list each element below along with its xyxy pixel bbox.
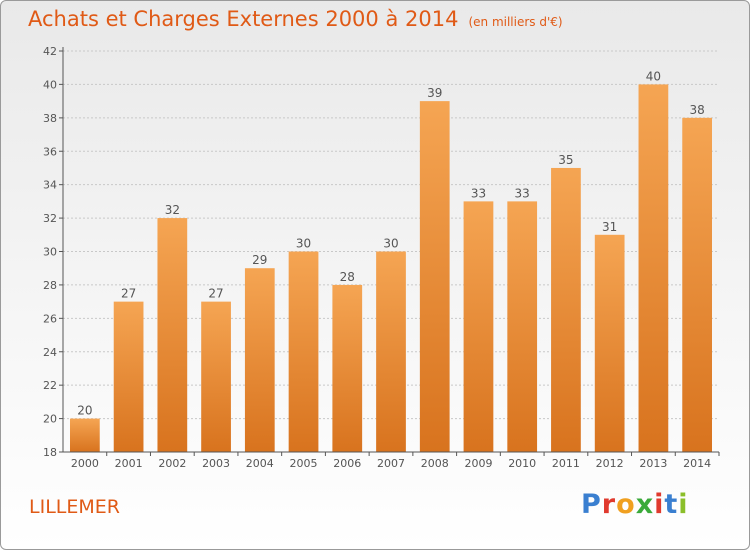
bar-2011 (551, 167, 581, 453)
x-tick-label: 2000 (71, 457, 99, 470)
bar-2012 (594, 234, 625, 452)
bar-2013 (638, 84, 669, 453)
bar-value-label: 30 (296, 237, 311, 251)
y-tick-label: 20 (43, 413, 57, 426)
x-tick-label: 2013 (639, 457, 667, 470)
bar-2005 (288, 251, 319, 452)
bar-2000 (69, 418, 100, 452)
bar-2002 (157, 218, 188, 452)
y-tick-label: 34 (43, 179, 57, 192)
bar-2010 (507, 201, 538, 452)
y-tick-label: 22 (43, 379, 57, 392)
logo-letter: i (678, 489, 689, 520)
bar-2008 (419, 101, 450, 452)
x-tick-label: 2011 (552, 457, 580, 470)
logo-letter: P (581, 489, 602, 520)
x-tick-label: 2008 (421, 457, 449, 470)
x-tick-label: 2014 (683, 457, 711, 470)
bar-value-label: 33 (471, 186, 486, 200)
x-tick-label: 2010 (508, 457, 536, 470)
y-tick-label: 32 (43, 212, 57, 225)
bar-value-label: 39 (427, 86, 442, 100)
x-tick-label: 2004 (246, 457, 274, 470)
y-tick-label: 28 (43, 279, 57, 292)
logo-letter: o (616, 489, 636, 520)
x-tick-label: 2006 (333, 457, 361, 470)
y-tick-label: 24 (43, 346, 57, 359)
axis-layer: 18 20 22 24 26 28 30 32 34 36 38 40 42 2000 2001 2002 20… (43, 45, 720, 470)
bar-value-label: 30 (383, 237, 398, 251)
bar-value-label: 27 (121, 287, 136, 301)
y-tick-label: 30 (43, 246, 57, 259)
y-tick-label: 26 (43, 312, 57, 325)
bar-value-label: 20 (77, 404, 92, 418)
x-tick-label: 2007 (377, 457, 405, 470)
bar-value-label: 29 (252, 253, 267, 267)
chart-subtitle: (en milliers d'€) (468, 15, 563, 29)
y-tick-label: 18 (43, 446, 57, 459)
bar-value-label: 28 (340, 270, 355, 284)
y-tick-label: 42 (43, 45, 57, 58)
bar-value-label: 32 (165, 203, 180, 217)
bar-2014 (682, 117, 713, 452)
y-tick-label: 38 (43, 112, 57, 125)
logo-letter: r (601, 489, 617, 520)
proxiti-logo: Proxiti (581, 489, 689, 520)
x-tick-label: 2002 (158, 457, 186, 470)
bar-2003 (201, 301, 231, 452)
x-tick-label: 2003 (202, 457, 230, 470)
x-tick-label: 2001 (115, 457, 143, 470)
bar-value-label: 33 (515, 186, 530, 200)
bar-value-label: 31 (602, 220, 617, 234)
bar-value-label: 35 (558, 153, 573, 167)
logo-letter: t (664, 489, 679, 520)
bar-2006 (332, 284, 363, 452)
y-tick-label: 40 (43, 78, 57, 91)
bar-value-label: 40 (646, 69, 661, 83)
bar-layer: 20 27 32 27 29 30 28 30 39 33 33 35 31 40 38 (69, 69, 713, 453)
city-name: LILLEMER (29, 496, 120, 518)
x-tick-label: 2005 (290, 457, 318, 470)
bar-value-label: 27 (208, 287, 223, 301)
bar-2004 (244, 268, 275, 452)
y-tick-label: 36 (43, 145, 57, 158)
logo-letter: i (654, 489, 665, 520)
bar-2007 (376, 251, 406, 452)
chart-title-text: Achats et Charges Externes 2000 à 2014 (28, 7, 459, 31)
chart-title: Achats et Charges Externes 2000 à 2014 (e… (28, 7, 563, 31)
x-tick-label: 2012 (596, 457, 624, 470)
bar-2001 (113, 301, 144, 452)
bar-2009 (463, 201, 494, 452)
bar-value-label: 38 (689, 103, 704, 117)
logo-letter: x (635, 489, 655, 520)
x-tick-label: 2009 (464, 457, 492, 470)
